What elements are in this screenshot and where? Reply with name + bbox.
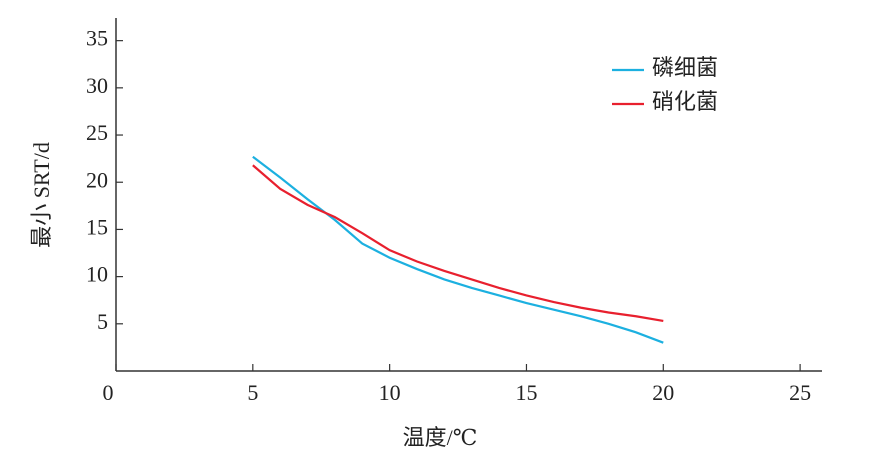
line xyxy=(252,155,664,344)
x-tick-label: 25 xyxy=(789,380,811,405)
y-tick-label: 25 xyxy=(86,120,108,145)
line xyxy=(252,164,664,323)
y-tick-label: 10 xyxy=(86,262,108,287)
x-tick-label: 15 xyxy=(515,380,537,405)
y-tick-label: 35 xyxy=(86,26,108,51)
x-axis-label: 温度/℃ xyxy=(403,425,478,450)
x-tick-label: 5 xyxy=(247,380,258,405)
y-tick-label: 5 xyxy=(97,309,108,334)
legend-label: 磷细菌 xyxy=(652,55,718,80)
x-tick-label: 10 xyxy=(379,380,401,405)
y-tick-label: 30 xyxy=(86,73,108,98)
y-tick-label: 20 xyxy=(86,167,108,192)
legend-label: 硝化菌 xyxy=(652,89,718,114)
x-tick-label: 20 xyxy=(652,380,674,405)
x-tick-label: 0 xyxy=(103,380,114,405)
y-tick-label: 15 xyxy=(86,214,108,239)
y-axis-label: 最小 SRT/d xyxy=(29,142,54,248)
